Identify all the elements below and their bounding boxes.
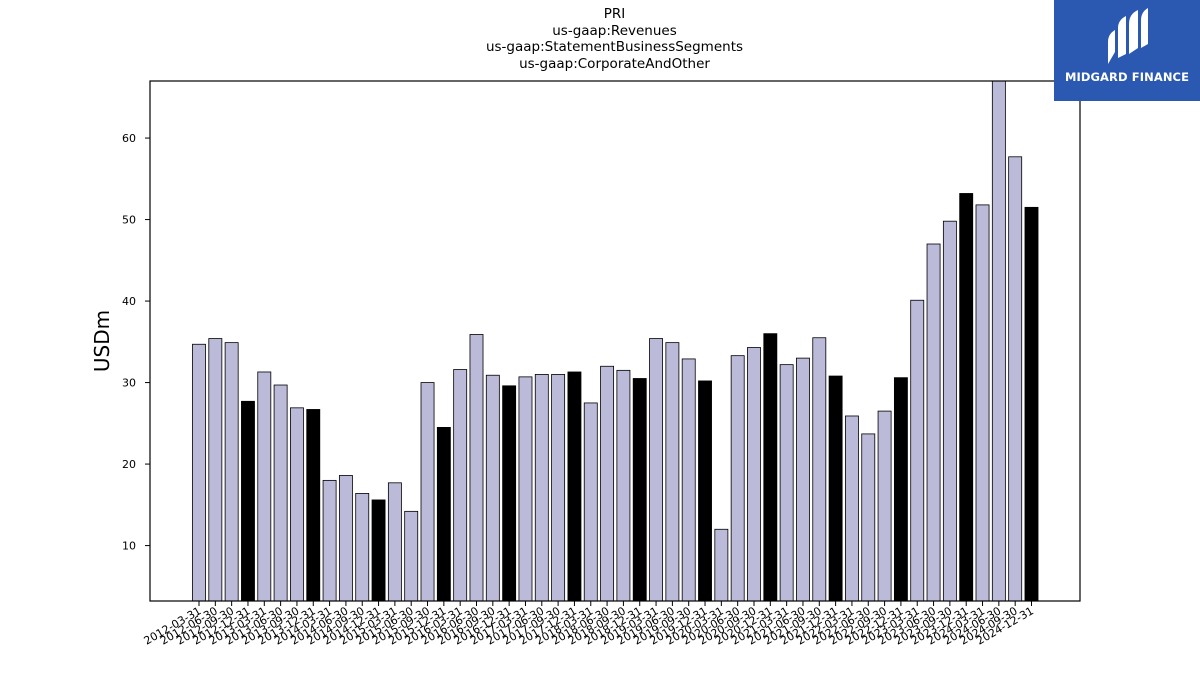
y-tick-label: 40	[122, 295, 136, 308]
bar-2021-06-30	[796, 357, 810, 602]
bar-2017-06-30	[534, 374, 549, 602]
bar-2019-12-31	[698, 380, 712, 602]
bar-series	[192, 80, 1039, 602]
bar-2013-12-31	[306, 409, 321, 602]
bar-2014-06-30	[338, 475, 353, 602]
bar-2021-12-31	[828, 375, 843, 602]
bar-2016-12-31	[502, 385, 517, 602]
bar-2024-09-30	[1008, 156, 1023, 602]
bar-2015-12-31	[436, 426, 451, 602]
bar-2017-09-30	[551, 374, 566, 602]
bar-2024-03-31	[975, 204, 990, 602]
bar-2019-06-30	[665, 342, 680, 602]
bar-2014-09-30	[355, 493, 370, 602]
bar-2019-09-30	[681, 358, 696, 602]
y-tick-label: 30	[122, 377, 136, 390]
bar-2022-09-30	[877, 410, 892, 602]
bar-2016-03-31	[453, 369, 468, 602]
bar-2021-03-31	[779, 364, 794, 602]
chart-title-line-4: us-gaap:CorporateAndOther	[519, 55, 710, 72]
bar-2013-09-30	[290, 407, 304, 602]
y-axis-label: USDm	[90, 310, 114, 372]
bar-2020-12-31	[763, 333, 778, 602]
bar-2023-03-31	[910, 299, 925, 602]
plot-frame	[149, 80, 1081, 602]
bar-2013-06-30	[273, 384, 288, 602]
bar-2022-03-31	[845, 415, 859, 602]
bar-2016-09-30	[485, 374, 500, 602]
midgard-logo-icon	[1108, 8, 1148, 64]
bar-2018-06-30	[600, 365, 615, 602]
logo-text: MIDGARD FINANCE	[1064, 70, 1190, 84]
y-tick-label: 60	[122, 132, 136, 145]
bar-2024-12-31	[1024, 206, 1039, 602]
y-axis: 10 20 30 40 50 60	[122, 132, 150, 553]
bar-2015-06-30	[404, 510, 419, 602]
y-tick-label: 10	[122, 540, 136, 553]
bar-2021-09-30	[812, 337, 827, 602]
bar-2024-06-30	[991, 80, 1006, 602]
bar-2018-12-31	[632, 378, 647, 602]
bar-2023-06-30	[926, 243, 941, 602]
bar-2020-09-30	[747, 347, 761, 602]
bar-2018-03-31	[583, 402, 598, 602]
chart-title-line-3: us-gaap:StatementBusinessSegments	[485, 39, 744, 55]
bar-2012-09-30	[224, 342, 239, 602]
bar-2014-12-31	[371, 499, 386, 602]
bar-2020-03-31	[714, 528, 729, 602]
bar-2018-09-30	[616, 369, 631, 602]
bar-2013-03-31	[257, 371, 272, 602]
bar-2012-06-30	[208, 338, 223, 602]
bar-2022-12-31	[893, 377, 908, 602]
bar-2023-09-30	[942, 220, 957, 602]
midgard-finance-logo: MIDGARD FINANCE	[1054, 0, 1200, 101]
y-tick-label: 50	[122, 214, 136, 227]
bar-2016-06-30	[469, 334, 484, 602]
bar-2015-09-30	[420, 382, 435, 602]
chart-title: PRI us-gaap:Revenues us-gaap:StatementBu…	[0, 6, 1200, 72]
bar-2012-12-31	[241, 400, 255, 602]
x-axis: 2012-03-312012-06-302012-09-302012-12-31…	[142, 601, 1036, 648]
bar-2020-06-30	[730, 355, 745, 602]
bar-2015-03-31	[387, 482, 402, 602]
chart-title-line-2: us-gaap:Revenues	[552, 22, 677, 39]
y-tick-label: 20	[122, 458, 136, 471]
bar-2017-03-31	[518, 376, 533, 602]
bar-2019-03-31	[649, 338, 663, 602]
bar-2017-12-31	[567, 371, 582, 602]
bar-2022-06-30	[861, 433, 876, 602]
chart-title-line-1: PRI	[603, 6, 626, 22]
bar-2023-12-31	[959, 193, 974, 602]
bar-2014-03-31	[322, 479, 337, 602]
bar-2012-03-31	[192, 343, 206, 602]
